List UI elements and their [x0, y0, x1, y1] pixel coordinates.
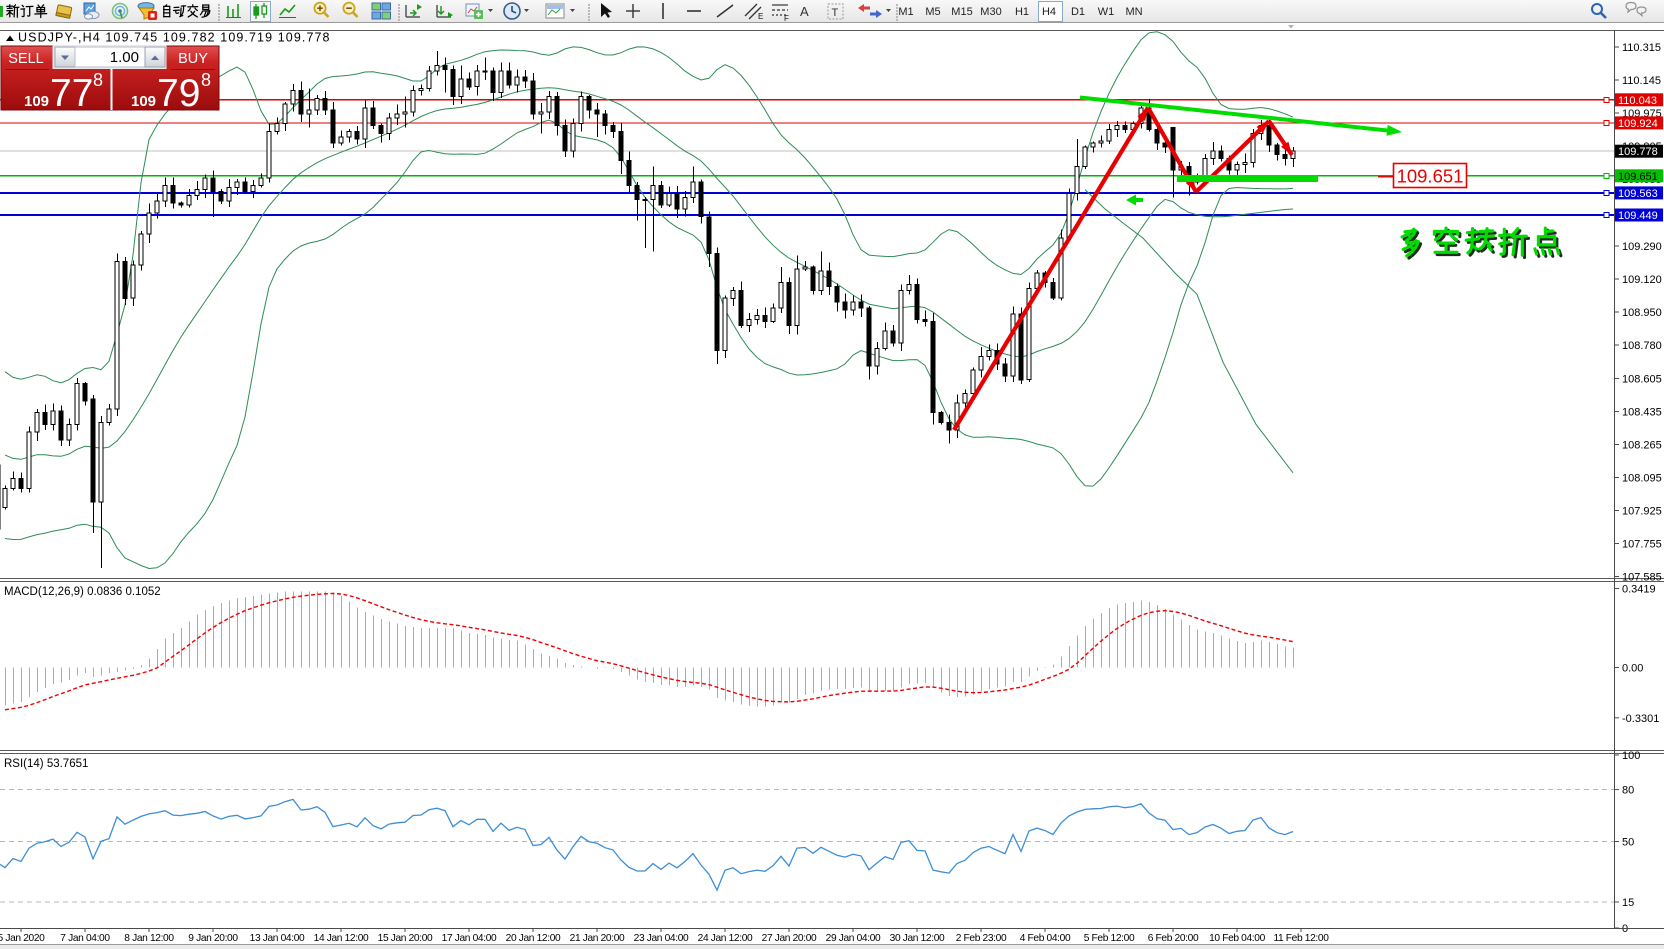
svg-text:8: 8 [201, 70, 211, 90]
svg-text:W1: W1 [1098, 6, 1115, 18]
svg-text:5 Feb 12:00: 5 Feb 12:00 [1084, 933, 1135, 944]
svg-text:109.651: 109.651 [1397, 166, 1464, 187]
svg-text:1.00: 1.00 [110, 49, 139, 66]
svg-text:9 Jan 20:00: 9 Jan 20:00 [188, 933, 238, 944]
svg-text:8: 8 [93, 70, 103, 90]
svg-text:M15: M15 [951, 6, 972, 18]
svg-text:15 Jan 20:00: 15 Jan 20:00 [378, 933, 433, 944]
svg-text:79: 79 [157, 72, 200, 115]
svg-text:20 Jan 12:00: 20 Jan 12:00 [506, 933, 561, 944]
svg-text:M30: M30 [980, 6, 1001, 18]
svg-text:0.3419: 0.3419 [1622, 584, 1656, 596]
svg-text:110.315: 110.315 [1622, 42, 1661, 54]
svg-text:17 Jan 04:00: 17 Jan 04:00 [442, 933, 497, 944]
svg-text:109: 109 [24, 93, 49, 110]
svg-text:BUY: BUY [178, 51, 208, 67]
svg-text:110.043: 110.043 [1618, 95, 1657, 107]
svg-text:108.265: 108.265 [1622, 440, 1662, 452]
svg-text:M1: M1 [898, 6, 913, 18]
svg-text:USDJPY-,H4 109.745 109.782 10: USDJPY-,H4 109.745 109.782 109.719 109.7… [18, 31, 331, 45]
svg-text:29 Jan 04:00: 29 Jan 04:00 [826, 933, 881, 944]
svg-text:109.290: 109.290 [1622, 241, 1662, 253]
svg-text:2 Feb 23:00: 2 Feb 23:00 [956, 933, 1007, 944]
svg-text:30 Jan 12:00: 30 Jan 12:00 [890, 933, 945, 944]
svg-text:6 Feb 20:00: 6 Feb 20:00 [1148, 933, 1199, 944]
svg-text:14 Jan 12:00: 14 Jan 12:00 [314, 933, 369, 944]
svg-text:T: T [832, 7, 839, 19]
svg-text:4 Feb 04:00: 4 Feb 04:00 [1020, 933, 1071, 944]
svg-text:108.435: 108.435 [1622, 407, 1662, 419]
svg-text:11 Feb 12:00: 11 Feb 12:00 [1273, 933, 1329, 944]
svg-text:0.00: 0.00 [1622, 663, 1643, 675]
svg-text:107.585: 107.585 [1622, 572, 1662, 584]
svg-text:H1: H1 [1015, 6, 1029, 18]
svg-text:108.095: 108.095 [1622, 473, 1662, 485]
svg-text:21 Jan 20:00: 21 Jan 20:00 [570, 933, 625, 944]
svg-text:27 Jan 20:00: 27 Jan 20:00 [762, 933, 817, 944]
svg-text:E: E [758, 12, 763, 21]
svg-text:13 Jan 04:00: 13 Jan 04:00 [250, 933, 305, 944]
svg-text:F: F [784, 14, 789, 23]
svg-text:-0.3301: -0.3301 [1622, 713, 1659, 725]
svg-text:110.145: 110.145 [1622, 75, 1661, 87]
svg-text:77: 77 [50, 72, 93, 115]
svg-text:A: A [800, 4, 809, 19]
svg-text:109.563: 109.563 [1618, 188, 1658, 200]
svg-text:109.120: 109.120 [1622, 274, 1662, 286]
svg-text:109.778: 109.778 [1618, 146, 1658, 158]
svg-text:H4: H4 [1042, 6, 1056, 18]
svg-text:108.950: 108.950 [1622, 307, 1662, 319]
svg-text:15: 15 [1622, 897, 1634, 909]
svg-text:5 Jan 2020: 5 Jan 2020 [0, 933, 45, 944]
svg-text:50: 50 [1622, 837, 1634, 849]
svg-text:107.925: 107.925 [1622, 506, 1662, 518]
svg-text:109: 109 [131, 93, 156, 110]
svg-text:10 Feb 04:00: 10 Feb 04:00 [1209, 933, 1266, 944]
svg-text:24 Jan 12:00: 24 Jan 12:00 [698, 933, 753, 944]
svg-text:109.449: 109.449 [1618, 210, 1658, 222]
svg-text:108.780: 108.780 [1622, 340, 1662, 352]
svg-text:RSI(14) 53.7651: RSI(14) 53.7651 [4, 758, 88, 770]
svg-text:M5: M5 [925, 6, 940, 18]
svg-text:109.651: 109.651 [1618, 171, 1658, 183]
svg-text:100: 100 [1622, 750, 1640, 762]
svg-text:MACD(12,26,9) 0.0836 0.1052: MACD(12,26,9) 0.0836 0.1052 [4, 586, 161, 598]
svg-text:D1: D1 [1071, 6, 1085, 18]
svg-text:80: 80 [1622, 785, 1634, 797]
svg-text:SELL: SELL [8, 51, 43, 67]
svg-text:109.924: 109.924 [1618, 118, 1658, 130]
svg-text:108.605: 108.605 [1622, 374, 1662, 386]
svg-text:107.755: 107.755 [1622, 539, 1662, 551]
svg-text:8 Jan 12:00: 8 Jan 12:00 [124, 933, 174, 944]
svg-text:7 Jan 04:00: 7 Jan 04:00 [60, 933, 110, 944]
svg-text:MN: MN [1125, 6, 1142, 18]
svg-text:23 Jan 04:00: 23 Jan 04:00 [634, 933, 689, 944]
